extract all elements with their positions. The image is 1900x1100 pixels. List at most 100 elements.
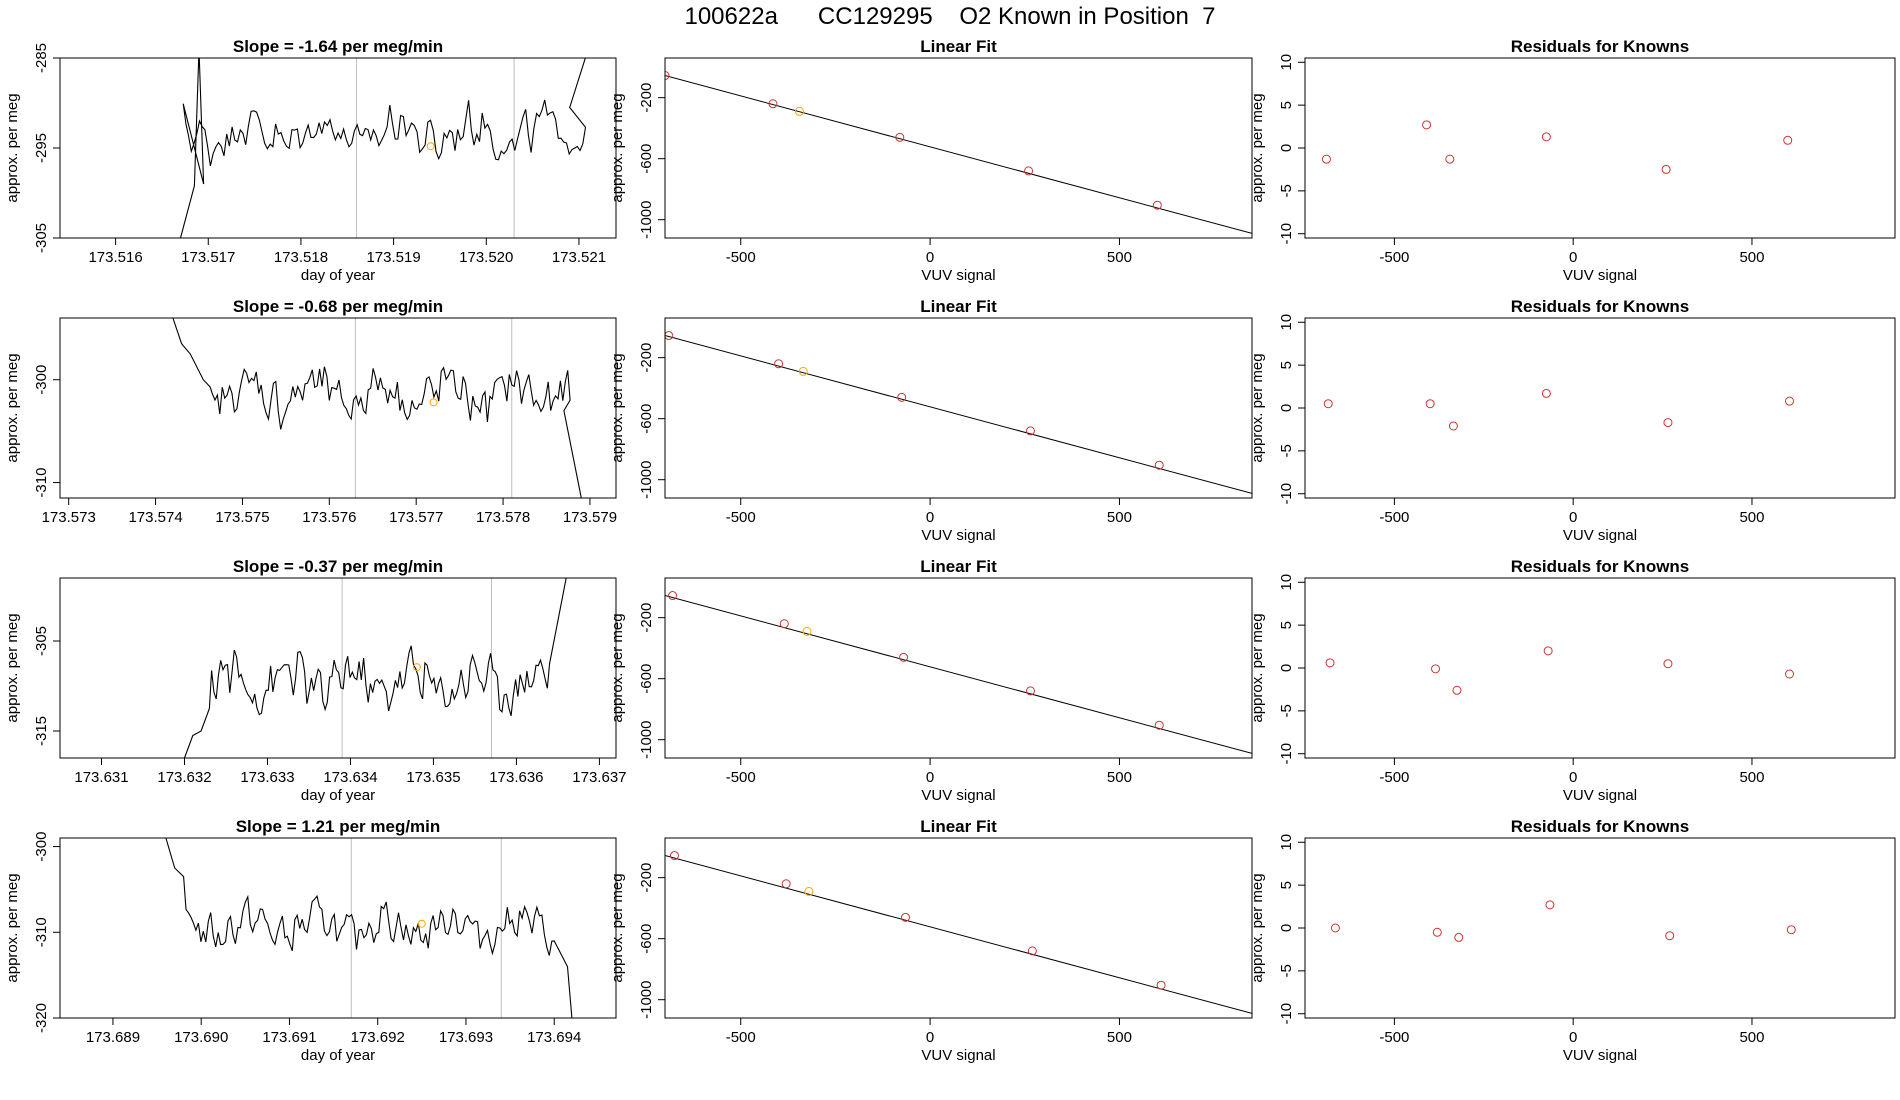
series-line bbox=[60, 58, 587, 238]
panel-title: Residuals for Knowns bbox=[1511, 297, 1690, 316]
y-tick-label: -315 bbox=[33, 716, 50, 746]
y-tick-label: -1000 bbox=[638, 461, 655, 499]
title-part: Slope = bbox=[233, 37, 299, 56]
panel-frame bbox=[59, 57, 617, 239]
slope-value: -0.68 bbox=[299, 297, 338, 316]
panel-title: Linear Fit bbox=[920, 557, 997, 576]
known-point bbox=[1152, 200, 1162, 210]
x-tick-label: 173.692 bbox=[351, 1029, 405, 1046]
x-axis-label: VUV signal bbox=[1563, 527, 1637, 544]
series-line bbox=[172, 318, 582, 498]
panel-title: Residuals for Knowns bbox=[1511, 37, 1690, 56]
y-tick-label: -305 bbox=[33, 223, 50, 253]
panel-residuals-row-3: Residuals for Knowns -500 0 500 -10 -5 0 5 10 VUV… bbox=[1249, 557, 1896, 804]
y-axis-label: approx. per meg bbox=[4, 93, 21, 202]
slope-value: -1.64 bbox=[299, 37, 338, 56]
x-axis-label: VUV signal bbox=[1563, 267, 1637, 284]
x-tick-label: 500 bbox=[1739, 249, 1764, 266]
residual-point bbox=[1432, 927, 1442, 937]
y-tick-label: 5 bbox=[1278, 621, 1295, 629]
panel-frame bbox=[59, 837, 617, 1019]
sample-marker bbox=[426, 142, 435, 151]
y-axis-label: approx. per meg bbox=[1249, 873, 1266, 982]
x-tick-label: 173.631 bbox=[74, 769, 128, 786]
known-point bbox=[668, 591, 678, 601]
y-tick-label: -5 bbox=[1278, 964, 1295, 977]
fit-line bbox=[665, 855, 1252, 1014]
y-tick-label: -305 bbox=[33, 626, 50, 656]
x-tick-label: 500 bbox=[1107, 1029, 1132, 1046]
fit-line bbox=[665, 595, 1252, 754]
residual-point bbox=[1448, 421, 1458, 431]
x-tick-label: 173.636 bbox=[489, 769, 543, 786]
panel-linear_fit-row-2: Linear Fit -500 0 500 -1000 -600 -200 VUV signa… bbox=[609, 297, 1253, 544]
x-tick-label: -500 bbox=[1379, 249, 1409, 266]
panel-data bbox=[183, 578, 567, 758]
y-tick-label: -600 bbox=[638, 144, 655, 174]
panel-data bbox=[172, 318, 582, 498]
panel-linear_fit-row-4: Linear Fit -500 0 500 -1000 -600 -200 VUV signa… bbox=[609, 817, 1253, 1064]
residual-point bbox=[1422, 120, 1432, 130]
panel-data bbox=[665, 851, 1252, 1014]
residual-point bbox=[1665, 931, 1675, 941]
residual-point bbox=[1431, 664, 1441, 674]
y-axis-label: approx. per meg bbox=[4, 353, 21, 462]
y-tick-label: -600 bbox=[638, 664, 655, 694]
residual-point bbox=[1786, 925, 1796, 935]
x-tick-label: 173.689 bbox=[86, 1029, 140, 1046]
panel-timeseries-row-4: Slope = 1.21 per meg/min 173.689 173.690 17… bbox=[4, 817, 617, 1064]
residual-point bbox=[1330, 923, 1340, 933]
y-tick-label: 10 bbox=[1278, 314, 1295, 331]
panel-timeseries-row-3: Slope = -0.37 per meg/min 173.631 173.632 1… bbox=[4, 557, 627, 804]
y-axis-label: approx. per meg bbox=[1249, 613, 1266, 722]
panel-data bbox=[60, 58, 587, 238]
x-axis-label: VUV signal bbox=[1563, 787, 1637, 804]
y-tick-label: -200 bbox=[638, 863, 655, 893]
known-point bbox=[781, 879, 791, 889]
x-tick-label: 173.517 bbox=[181, 249, 235, 266]
residual-point bbox=[1785, 396, 1795, 406]
known-point bbox=[1154, 460, 1164, 470]
y-tick-label: 0 bbox=[1278, 144, 1295, 152]
residual-point bbox=[1663, 418, 1673, 428]
x-tick-label: 173.576 bbox=[302, 509, 356, 526]
y-tick-label: -310 bbox=[33, 468, 50, 498]
y-tick-label: -600 bbox=[638, 924, 655, 954]
y-tick-label: -310 bbox=[33, 917, 50, 947]
residual-point bbox=[1541, 388, 1551, 398]
series-line bbox=[183, 578, 567, 758]
y-tick-label: -320 bbox=[33, 1003, 50, 1033]
y-axis-label: approx. per meg bbox=[4, 613, 21, 722]
fit-line bbox=[665, 335, 1252, 494]
x-tick-label: 173.637 bbox=[572, 769, 626, 786]
known-point bbox=[900, 912, 910, 922]
x-tick-label: 0 bbox=[1569, 509, 1577, 526]
x-tick-label: 173.632 bbox=[157, 769, 211, 786]
y-tick-label: -200 bbox=[638, 343, 655, 373]
panel-frame bbox=[1304, 57, 1896, 239]
x-tick-label: 173.579 bbox=[563, 509, 617, 526]
y-tick-label: 0 bbox=[1278, 664, 1295, 672]
x-tick-label: 173.691 bbox=[262, 1029, 316, 1046]
x-tick-label: 173.520 bbox=[459, 249, 513, 266]
x-axis-label: day of year bbox=[301, 1047, 375, 1064]
x-tick-label: 0 bbox=[926, 509, 934, 526]
panel-frame bbox=[1304, 317, 1896, 499]
panel-data bbox=[1330, 900, 1796, 942]
y-tick-label: 5 bbox=[1278, 101, 1295, 109]
x-axis-label: VUV signal bbox=[921, 527, 995, 544]
y-tick-label: 5 bbox=[1278, 881, 1295, 889]
x-tick-label: 500 bbox=[1739, 1029, 1764, 1046]
x-tick-label: 173.577 bbox=[389, 509, 443, 526]
known-point bbox=[669, 851, 679, 861]
x-tick-label: 500 bbox=[1107, 249, 1132, 266]
residual-point bbox=[1541, 132, 1551, 142]
sample-point bbox=[802, 626, 812, 636]
panel-timeseries-row-2: Slope = -0.68 per meg/min 173.573 173.574 1… bbox=[4, 297, 617, 526]
x-tick-label: 500 bbox=[1107, 509, 1132, 526]
y-tick-label: -1000 bbox=[638, 981, 655, 1019]
panel-frame bbox=[1304, 577, 1896, 759]
x-tick-label: 173.518 bbox=[274, 249, 328, 266]
x-tick-label: 0 bbox=[1569, 769, 1577, 786]
panel-residuals-row-4: Residuals for Knowns -500 0 500 -10 -5 0 5 10 VUV… bbox=[1249, 817, 1896, 1064]
